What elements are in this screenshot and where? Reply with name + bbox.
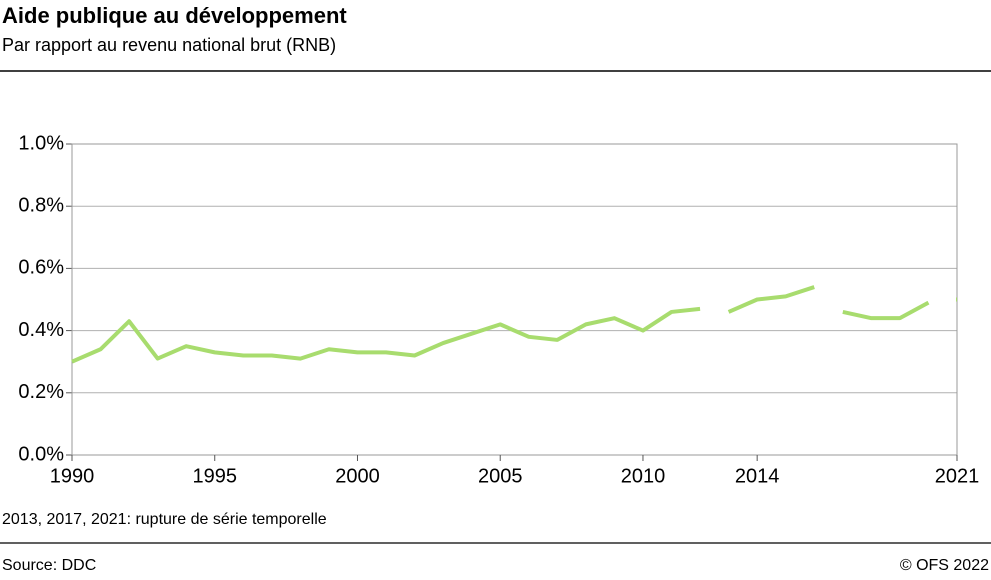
copyright: © OFS 2022 <box>900 557 989 574</box>
x-tick-label: 2021 <box>935 465 980 487</box>
y-tick-label: 0.0% <box>18 443 64 465</box>
data-line <box>71 285 957 364</box>
x-tick-label: 1995 <box>192 465 237 487</box>
plot-frame <box>71 143 958 456</box>
y-tick-label: 0.6% <box>18 257 64 279</box>
source: Source: DDC <box>2 557 96 574</box>
x-tick-label: 2010 <box>621 465 666 487</box>
x-tick-label: 2000 <box>335 465 380 487</box>
y-tick-label: 1.0% <box>18 132 64 154</box>
x-tick-label: 2005 <box>478 465 523 487</box>
x-tick-label: 2014 <box>735 465 780 487</box>
chart-title: Aide publique au développement <box>2 3 347 28</box>
chart-subtitle: Par rapport au revenu national brut (RNB… <box>2 35 336 55</box>
y-tick-label: 0.4% <box>18 319 64 341</box>
y-tick-label: 0.2% <box>18 381 64 403</box>
chart-note: 2013, 2017, 2021: rupture de série tempo… <box>2 511 327 528</box>
y-tick-label: 0.8% <box>18 194 64 216</box>
x-tick-label: 1990 <box>50 465 95 487</box>
